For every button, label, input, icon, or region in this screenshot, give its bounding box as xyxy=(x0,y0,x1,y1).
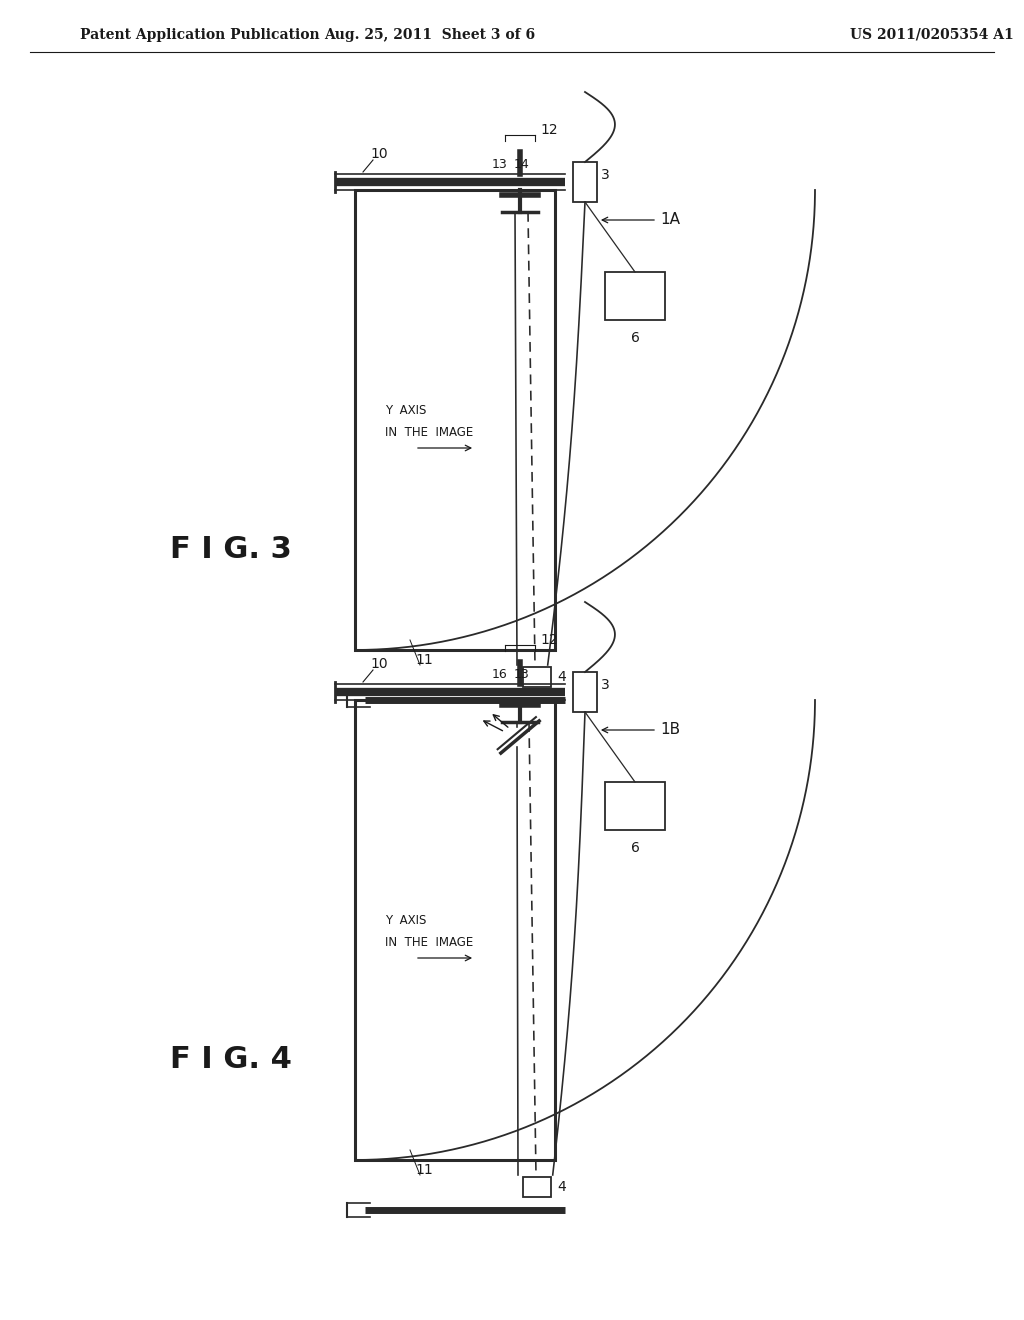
Text: Aug. 25, 2011  Sheet 3 of 6: Aug. 25, 2011 Sheet 3 of 6 xyxy=(325,28,536,42)
Text: F I G. 4: F I G. 4 xyxy=(170,1045,292,1074)
Text: 13: 13 xyxy=(514,668,529,681)
Bar xyxy=(573,162,597,202)
Text: 4: 4 xyxy=(557,671,565,684)
Bar xyxy=(355,190,555,649)
Text: 6: 6 xyxy=(631,331,639,345)
Text: 10: 10 xyxy=(370,657,388,671)
Text: 16: 16 xyxy=(493,668,508,681)
Bar xyxy=(355,700,555,1160)
Bar xyxy=(605,781,665,830)
Text: 1B: 1B xyxy=(660,722,680,738)
Text: Patent Application Publication: Patent Application Publication xyxy=(80,28,319,42)
Text: 11: 11 xyxy=(415,1163,433,1177)
Text: US 2011/0205354 A1: US 2011/0205354 A1 xyxy=(850,28,1014,42)
Text: Y  AXIS: Y AXIS xyxy=(385,913,426,927)
Text: 11: 11 xyxy=(415,653,433,667)
Text: IN  THE  IMAGE: IN THE IMAGE xyxy=(385,936,473,949)
Text: 14: 14 xyxy=(514,158,529,172)
Bar xyxy=(523,1177,551,1197)
Text: IN  THE  IMAGE: IN THE IMAGE xyxy=(385,425,473,438)
Bar xyxy=(605,272,665,319)
Text: 3: 3 xyxy=(601,168,609,182)
Text: 12: 12 xyxy=(540,123,558,137)
Bar xyxy=(523,667,551,686)
Text: 10: 10 xyxy=(370,147,388,161)
Text: 4: 4 xyxy=(557,1180,565,1195)
Text: 6: 6 xyxy=(631,841,639,855)
Text: 1A: 1A xyxy=(660,213,680,227)
Text: 3: 3 xyxy=(601,678,609,692)
Text: F I G. 3: F I G. 3 xyxy=(170,536,292,565)
Text: 13: 13 xyxy=(493,158,508,172)
Text: Y  AXIS: Y AXIS xyxy=(385,404,426,417)
Bar xyxy=(573,672,597,711)
Text: 12: 12 xyxy=(540,634,558,647)
